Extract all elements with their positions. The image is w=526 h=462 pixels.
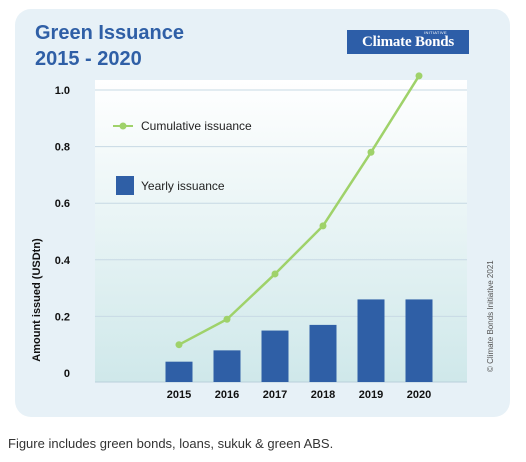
y-tick-label: 0.2: [55, 311, 70, 323]
x-tick-label: 2015: [167, 389, 191, 401]
x-tick-label: 2020: [407, 389, 431, 401]
y-tick-label: 1.0: [55, 85, 70, 97]
bars: [165, 299, 433, 382]
legend-line-marker-icon: [119, 122, 127, 130]
bar-yearly-2016: [213, 350, 241, 382]
point-cumulative-2016: [223, 315, 231, 323]
bar-yearly-2018: [309, 324, 337, 382]
y-axis-label: Amount issued (USDtn): [31, 238, 43, 362]
copyright-note: © Climate Bonds Initiative 2021: [486, 260, 495, 372]
cumulative-line: [175, 72, 423, 349]
chart-title-line1: Green Issuance: [35, 22, 184, 44]
x-tick-label: 2017: [263, 389, 287, 401]
chart-title-line2: 2015 - 2020: [35, 48, 142, 70]
climate-bonds-logo: INITIATIVE Climate Bonds: [347, 30, 469, 54]
point-cumulative-2018: [319, 222, 327, 230]
logo-text: Climate Bonds: [362, 34, 454, 50]
figure-caption: Figure includes green bonds, loans, suku…: [8, 436, 334, 451]
y-tick-label: 0.6: [55, 198, 70, 210]
y-tick-labels: 0 0.2 0.4 0.6 0.8 1.0: [55, 85, 71, 380]
gridlines: [95, 89, 467, 383]
cumulative-line-path: [178, 75, 421, 346]
bar-yearly-2017: [261, 330, 289, 382]
legend-bar-icon: [116, 176, 134, 195]
point-cumulative-2015: [175, 341, 183, 349]
x-tick-label: 2016: [215, 389, 239, 401]
chart-title: Green Issuance 2015 - 2020: [35, 20, 184, 72]
legend-yearly-label: Yearly issuance: [141, 179, 225, 193]
point-cumulative-2019: [367, 148, 375, 156]
point-cumulative-2017: [271, 270, 279, 278]
point-cumulative-2020: [415, 72, 423, 80]
x-tick-labels: 2015 2016 2017 2018 2019 2020: [167, 389, 431, 401]
legend-cumulative-label: Cumulative issuance: [141, 119, 252, 133]
bar-yearly-2019: [357, 299, 385, 382]
bar-yearly-2020: [405, 299, 433, 382]
y-tick-label: 0: [64, 368, 70, 380]
legend: Cumulative issuance Yearly issuance: [113, 119, 252, 195]
y-tick-label: 0.8: [55, 142, 70, 154]
y-tick-label: 0.4: [55, 255, 71, 267]
logo-subtext: INITIATIVE: [424, 30, 447, 35]
x-tick-label: 2019: [359, 389, 383, 401]
bar-yearly-2015: [165, 361, 193, 382]
x-tick-label: 2018: [311, 389, 335, 401]
